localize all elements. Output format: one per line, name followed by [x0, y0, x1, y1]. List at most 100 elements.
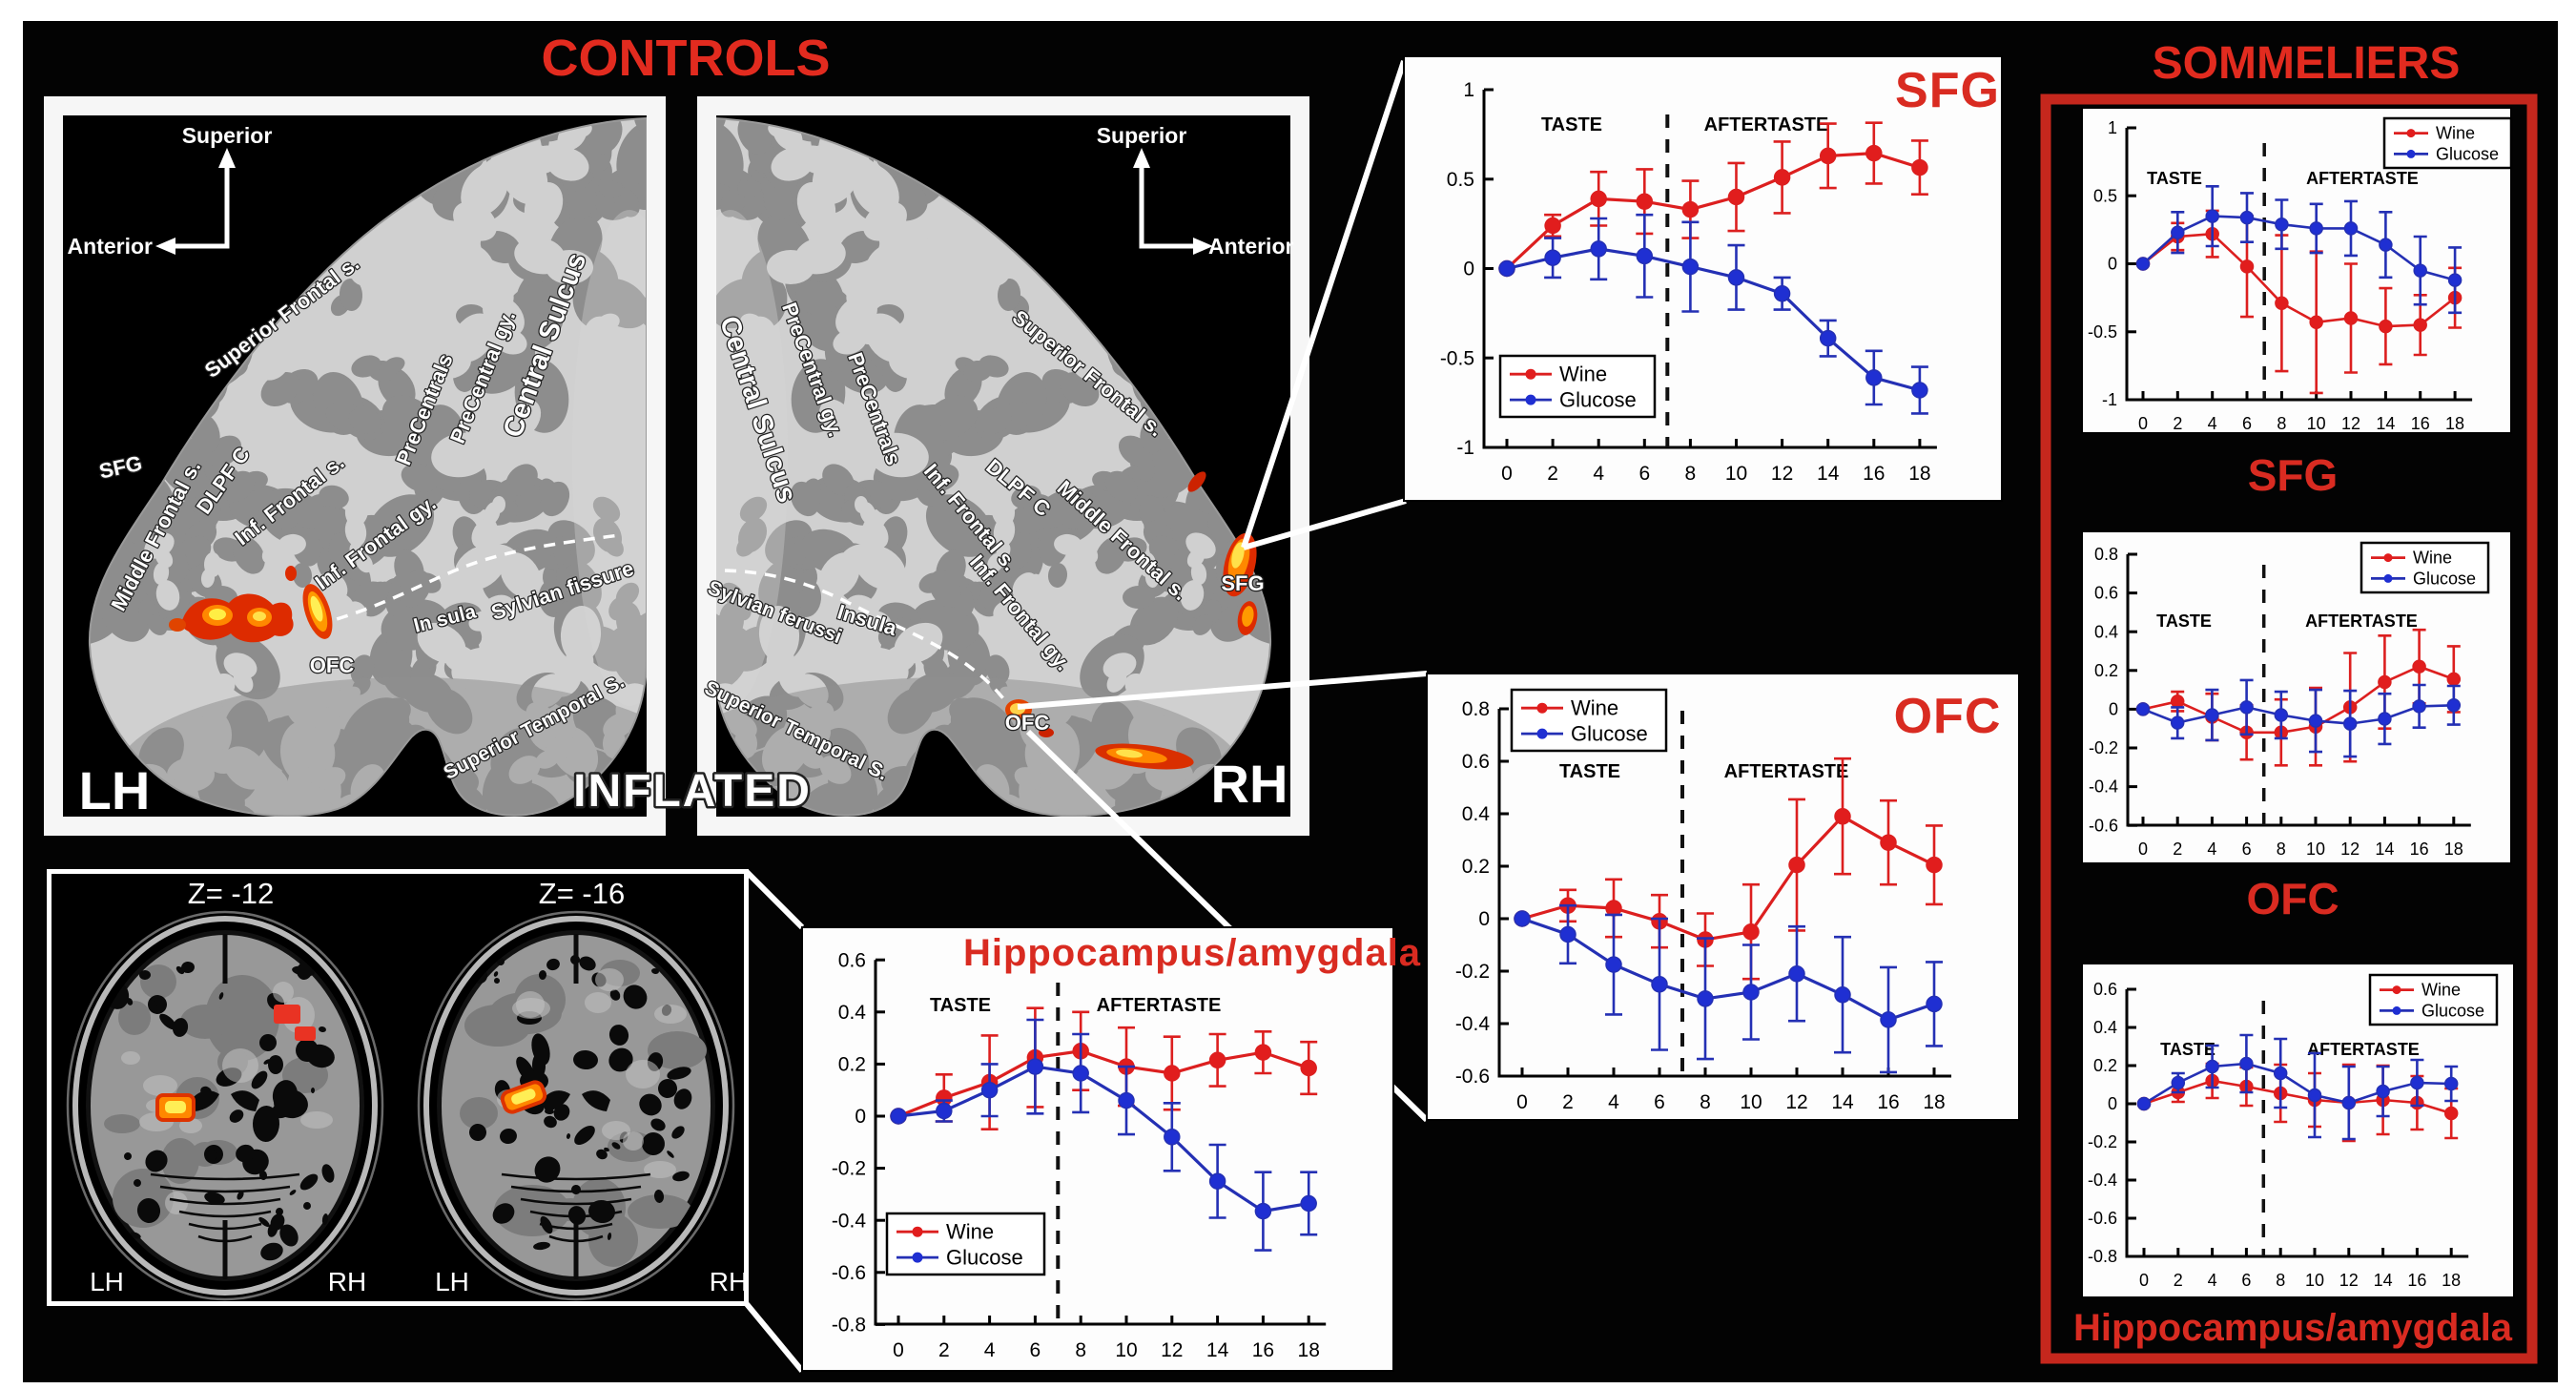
- svg-text:0.4: 0.4: [838, 1002, 867, 1024]
- svg-text:1: 1: [1463, 79, 1474, 101]
- svg-text:0.2: 0.2: [2094, 661, 2118, 680]
- svg-text:0: 0: [2108, 1094, 2117, 1113]
- svg-text:18: 18: [2442, 1271, 2461, 1290]
- svg-text:4: 4: [2208, 1271, 2217, 1290]
- svg-text:8: 8: [1075, 1339, 1086, 1361]
- svg-text:0.2: 0.2: [2093, 1056, 2117, 1075]
- svg-text:10: 10: [1115, 1339, 1137, 1361]
- svg-text:0: 0: [1516, 1091, 1528, 1113]
- svg-text:4: 4: [2207, 840, 2216, 859]
- svg-text:16: 16: [2407, 1271, 2426, 1290]
- svg-text:2: 2: [1547, 463, 1558, 485]
- svg-text:0: 0: [2108, 255, 2117, 274]
- svg-text:-0.4: -0.4: [2089, 777, 2118, 797]
- svg-text:0: 0: [1501, 463, 1513, 485]
- svg-text:-0.2: -0.2: [2089, 738, 2118, 757]
- svg-text:0.6: 0.6: [838, 949, 866, 971]
- svg-text:-0.5: -0.5: [2088, 322, 2117, 342]
- svg-text:AFTERTASTE: AFTERTASTE: [1097, 995, 1222, 1016]
- svg-text:AFTERTASTE: AFTERTASTE: [1724, 761, 1849, 782]
- svg-text:Wine: Wine: [1559, 363, 1607, 386]
- svg-text:Glucose: Glucose: [2413, 570, 2476, 589]
- svg-text:2: 2: [938, 1339, 950, 1361]
- svg-text:Glucose: Glucose: [946, 1246, 1023, 1270]
- svg-text:18: 18: [2445, 414, 2464, 433]
- svg-text:Z= -12: Z= -12: [188, 877, 274, 910]
- svg-text:18: 18: [1908, 463, 1930, 485]
- svg-text:AFTERTASTE: AFTERTASTE: [2305, 612, 2418, 631]
- svg-text:6: 6: [2242, 414, 2252, 433]
- svg-text:0.4: 0.4: [1462, 803, 1491, 825]
- svg-text:2: 2: [1562, 1091, 1574, 1113]
- svg-text:TASTE: TASTE: [2147, 169, 2202, 188]
- svg-text:SOMMELIERS: SOMMELIERS: [2153, 38, 2461, 89]
- svg-text:8: 8: [1685, 463, 1697, 485]
- svg-text:18: 18: [1298, 1339, 1320, 1361]
- svg-text:14: 14: [1206, 1339, 1229, 1361]
- svg-text:4: 4: [2208, 414, 2217, 433]
- svg-text:6: 6: [2242, 840, 2252, 859]
- svg-text:0: 0: [855, 1106, 866, 1128]
- svg-text:12: 12: [1161, 1339, 1183, 1361]
- svg-text:0.4: 0.4: [2093, 1018, 2117, 1037]
- svg-text:TASTE: TASTE: [930, 995, 991, 1016]
- svg-text:8: 8: [2277, 414, 2286, 433]
- svg-text:16: 16: [1252, 1339, 1274, 1361]
- svg-text:12: 12: [2341, 414, 2360, 433]
- svg-text:Superior: Superior: [182, 123, 273, 148]
- svg-text:0.4: 0.4: [2094, 622, 2118, 641]
- svg-text:0.6: 0.6: [2093, 980, 2117, 999]
- svg-text:6: 6: [1654, 1091, 1665, 1113]
- svg-text:0: 0: [2138, 414, 2148, 433]
- svg-text:0: 0: [2109, 700, 2118, 719]
- svg-text:AFTERTASTE: AFTERTASTE: [1704, 114, 1829, 135]
- svg-text:OFC: OFC: [1894, 689, 2002, 744]
- svg-text:Glucose: Glucose: [1571, 722, 1648, 746]
- svg-text:18: 18: [1923, 1091, 1945, 1113]
- svg-text:Anterior: Anterior: [68, 234, 154, 259]
- svg-text:OFC: OFC: [2246, 874, 2339, 923]
- svg-text:8: 8: [2276, 1271, 2285, 1290]
- svg-text:AFTERTASTE: AFTERTASTE: [2306, 169, 2419, 188]
- svg-text:Wine: Wine: [946, 1220, 994, 1244]
- svg-text:8: 8: [1700, 1091, 1711, 1113]
- svg-text:Glucose: Glucose: [1559, 388, 1637, 412]
- svg-text:TASTE: TASTE: [1559, 761, 1620, 782]
- svg-text:0: 0: [893, 1339, 904, 1361]
- svg-text:-1: -1: [1456, 437, 1474, 459]
- svg-text:12: 12: [1785, 1091, 1807, 1113]
- svg-text:14: 14: [2375, 840, 2394, 859]
- svg-text:0.2: 0.2: [1462, 856, 1490, 878]
- svg-text:8: 8: [2277, 840, 2286, 859]
- svg-text:SFG: SFG: [1221, 571, 1264, 595]
- svg-text:Glucose: Glucose: [2436, 145, 2499, 164]
- svg-text:16: 16: [2410, 840, 2429, 859]
- svg-text:0.5: 0.5: [1447, 169, 1474, 191]
- svg-text:0: 0: [2138, 840, 2148, 859]
- svg-text:-0.2: -0.2: [1455, 961, 1490, 983]
- svg-text:LH: LH: [90, 1267, 124, 1296]
- svg-text:-0.6: -0.6: [2089, 816, 2118, 835]
- svg-text:4: 4: [984, 1339, 996, 1361]
- svg-text:10: 10: [2307, 414, 2326, 433]
- svg-text:14: 14: [1831, 1091, 1854, 1113]
- svg-text:0: 0: [1478, 908, 1490, 930]
- svg-text:0.8: 0.8: [1462, 698, 1490, 720]
- svg-text:-0.5: -0.5: [1440, 347, 1474, 369]
- svg-text:10: 10: [1725, 463, 1747, 485]
- svg-text:10: 10: [1740, 1091, 1762, 1113]
- svg-text:4: 4: [1593, 463, 1604, 485]
- svg-text:0.6: 0.6: [1462, 751, 1490, 773]
- svg-text:-0.4: -0.4: [2088, 1171, 2117, 1190]
- svg-text:Z= -16: Z= -16: [539, 877, 625, 910]
- svg-text:12: 12: [1771, 463, 1793, 485]
- svg-text:-0.2: -0.2: [832, 1158, 866, 1180]
- svg-text:Wine: Wine: [2436, 124, 2475, 143]
- svg-text:-0.8: -0.8: [832, 1315, 866, 1337]
- svg-text:2: 2: [2174, 1271, 2183, 1290]
- svg-text:Hippocampus/amygdala: Hippocampus/amygdala: [963, 932, 1421, 974]
- svg-text:10: 10: [2305, 1271, 2324, 1290]
- svg-text:CONTROLS: CONTROLS: [542, 30, 831, 87]
- svg-text:18: 18: [2444, 840, 2463, 859]
- svg-text:LH: LH: [435, 1267, 469, 1296]
